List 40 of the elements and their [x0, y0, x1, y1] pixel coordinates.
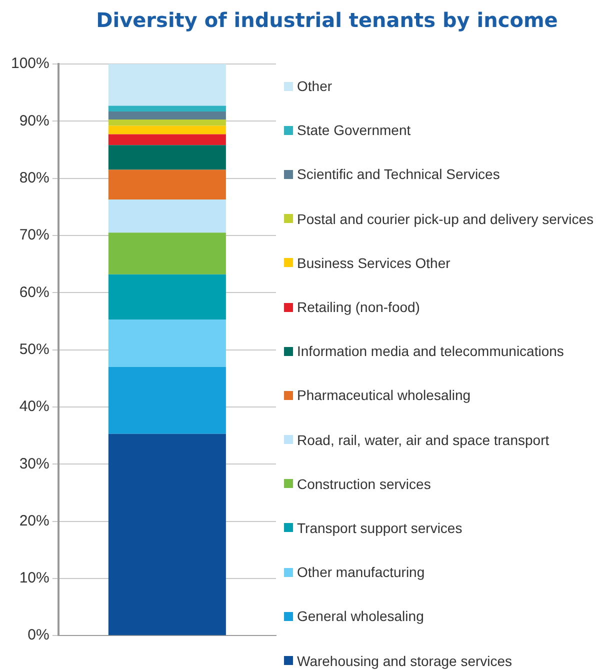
y-tick-label: 70%	[19, 226, 50, 244]
y-tick-label: 40%	[19, 398, 50, 416]
y-tick-label: 90%	[19, 112, 50, 130]
legend-label: Construction services	[297, 476, 431, 492]
bar	[108, 134, 226, 146]
legend-label: Retailing (non-food)	[297, 299, 420, 316]
legend-label: Transport support services	[297, 520, 462, 536]
legend-label: State Government	[297, 122, 411, 138]
bar	[108, 320, 226, 367]
bar	[108, 119, 226, 126]
bar	[108, 170, 226, 200]
y-tick-label: 20%	[19, 512, 50, 530]
legend-label: Scientific and Technical Services	[297, 166, 500, 182]
y-tick-label: 0%	[28, 626, 50, 644]
y-tick-label: 50%	[19, 340, 50, 358]
bar	[108, 274, 226, 320]
legend-label: Other	[297, 78, 332, 94]
legend-label: Pharmaceutical wholesaling	[297, 387, 471, 404]
legend-label: Postal and courier pick-up and delivery services	[297, 210, 594, 227]
legend-label: Road, rail, water, air and space transport	[297, 432, 550, 448]
bar	[108, 232, 226, 274]
legend-label: Business Services Other	[297, 254, 450, 271]
bar	[108, 64, 226, 106]
legend-label: Other manufacturing	[297, 564, 425, 580]
legend-label: General wholesaling	[297, 608, 424, 624]
y-tick-label: 100%	[10, 55, 50, 72]
y-tick-label: 30%	[19, 455, 50, 472]
y-tick-label: 80%	[19, 169, 50, 186]
legend-label: Warehousing and storage services	[297, 652, 512, 669]
legend-label: Information media and telecommunications	[297, 343, 564, 360]
bar	[108, 126, 226, 134]
bar	[108, 366, 226, 434]
text: Diversity of industrial tenants by income	[95, 8, 559, 34]
bar	[108, 199, 226, 233]
bar	[108, 106, 226, 112]
bar	[108, 145, 226, 170]
bar	[108, 111, 226, 120]
bar	[108, 434, 226, 636]
y-tick-label: 10%	[19, 570, 50, 587]
y-tick-label: 60%	[19, 284, 50, 301]
